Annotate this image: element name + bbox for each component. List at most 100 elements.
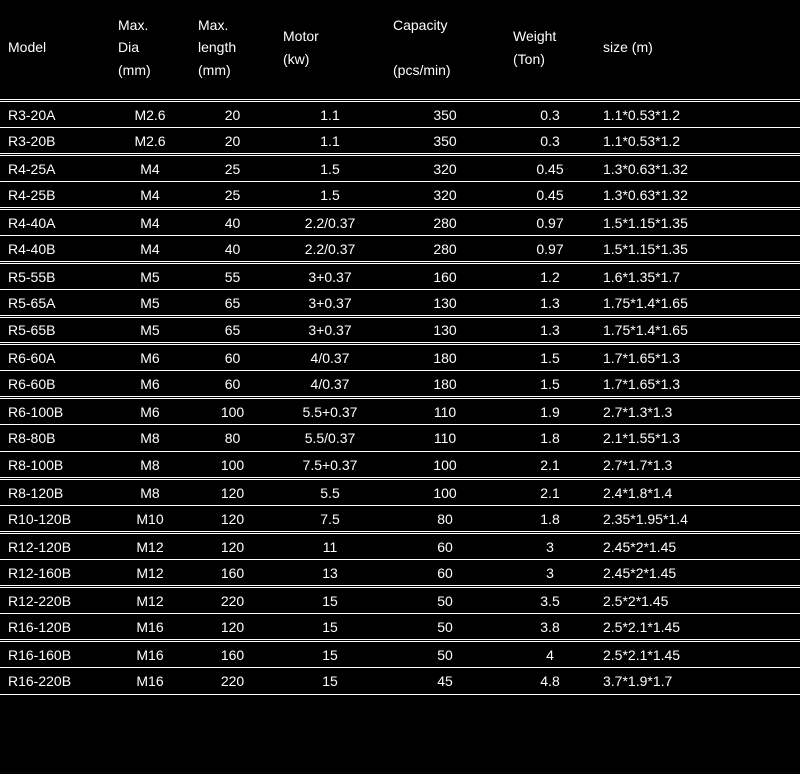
- cell-motor: 15: [275, 668, 385, 695]
- cell-weight: 0.45: [505, 182, 595, 209]
- cell-model: R8-80B: [0, 425, 110, 452]
- cell-motor: 1.1: [275, 101, 385, 128]
- cell-size: 1.3*0.63*1.32: [595, 182, 800, 209]
- header-text: Max.: [198, 17, 228, 33]
- cell-motor: 5.5/0.37: [275, 425, 385, 452]
- table-row: R8-120BM81205.51002.12.4*1.8*1.4: [0, 479, 800, 506]
- cell-capacity: 80: [385, 506, 505, 533]
- cell-dia: M4: [110, 155, 190, 182]
- cell-length: 60: [190, 344, 275, 371]
- col-header-motor: Motor(kw): [275, 0, 385, 101]
- cell-weight: 1.5: [505, 371, 595, 398]
- cell-model: R4-40B: [0, 236, 110, 263]
- table-row: R5-65BM5653+0.371301.31.75*1.4*1.65: [0, 317, 800, 344]
- cell-size: 3.7*1.9*1.7: [595, 668, 800, 695]
- cell-motor: 3+0.37: [275, 290, 385, 317]
- cell-motor: 1.5: [275, 182, 385, 209]
- cell-capacity: 350: [385, 101, 505, 128]
- cell-capacity: 130: [385, 290, 505, 317]
- cell-model: R12-160B: [0, 560, 110, 587]
- table-body: R3-20AM2.6201.13500.31.1*0.53*1.2R3-20BM…: [0, 101, 800, 695]
- cell-motor: 15: [275, 614, 385, 641]
- cell-model: R5-65B: [0, 317, 110, 344]
- cell-weight: 1.2: [505, 263, 595, 290]
- table-row: R16-220BM1622015454.83.7*1.9*1.7: [0, 668, 800, 695]
- cell-dia: M16: [110, 668, 190, 695]
- cell-dia: M5: [110, 317, 190, 344]
- cell-length: 25: [190, 182, 275, 209]
- cell-size: 1.1*0.53*1.2: [595, 101, 800, 128]
- cell-size: 1.6*1.35*1.7: [595, 263, 800, 290]
- cell-motor: 2.2/0.37: [275, 236, 385, 263]
- cell-capacity: 160: [385, 263, 505, 290]
- spec-table: Model Max.Dia(mm) Max.length(mm) Motor(k…: [0, 0, 800, 695]
- cell-dia: M2.6: [110, 128, 190, 155]
- cell-weight: 3: [505, 560, 595, 587]
- col-header-size: size (m): [595, 0, 800, 101]
- cell-dia: M12: [110, 533, 190, 560]
- cell-motor: 1.1: [275, 128, 385, 155]
- cell-capacity: 50: [385, 641, 505, 668]
- cell-capacity: 320: [385, 182, 505, 209]
- cell-weight: 2.1: [505, 452, 595, 479]
- cell-dia: M5: [110, 290, 190, 317]
- cell-weight: 3.8: [505, 614, 595, 641]
- cell-weight: 1.9: [505, 398, 595, 425]
- cell-size: 1.5*1.15*1.35: [595, 209, 800, 236]
- header-text: Capacity: [393, 17, 447, 33]
- cell-capacity: 280: [385, 209, 505, 236]
- cell-model: R12-120B: [0, 533, 110, 560]
- cell-model: R3-20A: [0, 101, 110, 128]
- header-text: Max.: [118, 17, 148, 33]
- table-row: R4-40BM4402.2/0.372800.971.5*1.15*1.35: [0, 236, 800, 263]
- table-row: R12-160BM12160136032.45*2*1.45: [0, 560, 800, 587]
- cell-length: 220: [190, 587, 275, 614]
- table-row: R4-25BM4251.53200.451.3*0.63*1.32: [0, 182, 800, 209]
- cell-motor: 7.5: [275, 506, 385, 533]
- col-header-dia: Max.Dia(mm): [110, 0, 190, 101]
- cell-capacity: 350: [385, 128, 505, 155]
- cell-motor: 1.5: [275, 155, 385, 182]
- cell-capacity: 180: [385, 344, 505, 371]
- cell-length: 120: [190, 533, 275, 560]
- cell-weight: 3: [505, 533, 595, 560]
- cell-motor: 3+0.37: [275, 317, 385, 344]
- table-row: R16-160BM16160155042.5*2.1*1.45: [0, 641, 800, 668]
- cell-capacity: 180: [385, 371, 505, 398]
- cell-length: 65: [190, 290, 275, 317]
- cell-weight: 0.45: [505, 155, 595, 182]
- cell-length: 60: [190, 371, 275, 398]
- cell-capacity: 45: [385, 668, 505, 695]
- cell-length: 20: [190, 101, 275, 128]
- cell-capacity: 320: [385, 155, 505, 182]
- cell-model: R16-120B: [0, 614, 110, 641]
- cell-size: 2.7*1.3*1.3: [595, 398, 800, 425]
- cell-weight: 1.3: [505, 290, 595, 317]
- cell-motor: 7.5+0.37: [275, 452, 385, 479]
- cell-dia: M12: [110, 560, 190, 587]
- cell-weight: 0.3: [505, 101, 595, 128]
- cell-dia: M4: [110, 209, 190, 236]
- header-text: size (m): [603, 39, 653, 55]
- table-row: R8-100BM81007.5+0.371002.12.7*1.7*1.3: [0, 452, 800, 479]
- cell-size: 1.1*0.53*1.2: [595, 128, 800, 155]
- cell-model: R4-40A: [0, 209, 110, 236]
- cell-capacity: 100: [385, 452, 505, 479]
- table-row: R6-60BM6604/0.371801.51.7*1.65*1.3: [0, 371, 800, 398]
- cell-model: R10-120B: [0, 506, 110, 533]
- header-text: Dia: [118, 39, 139, 55]
- table-row: R5-65AM5653+0.371301.31.75*1.4*1.65: [0, 290, 800, 317]
- cell-weight: 4.8: [505, 668, 595, 695]
- cell-model: R12-220B: [0, 587, 110, 614]
- cell-size: 1.75*1.4*1.65: [595, 317, 800, 344]
- cell-length: 100: [190, 398, 275, 425]
- cell-model: R5-65A: [0, 290, 110, 317]
- cell-length: 160: [190, 641, 275, 668]
- cell-length: 100: [190, 452, 275, 479]
- cell-capacity: 60: [385, 533, 505, 560]
- header-text: (kw): [283, 51, 309, 67]
- cell-model: R16-160B: [0, 641, 110, 668]
- header-text: length: [198, 39, 236, 55]
- cell-dia: M5: [110, 263, 190, 290]
- cell-capacity: 100: [385, 479, 505, 506]
